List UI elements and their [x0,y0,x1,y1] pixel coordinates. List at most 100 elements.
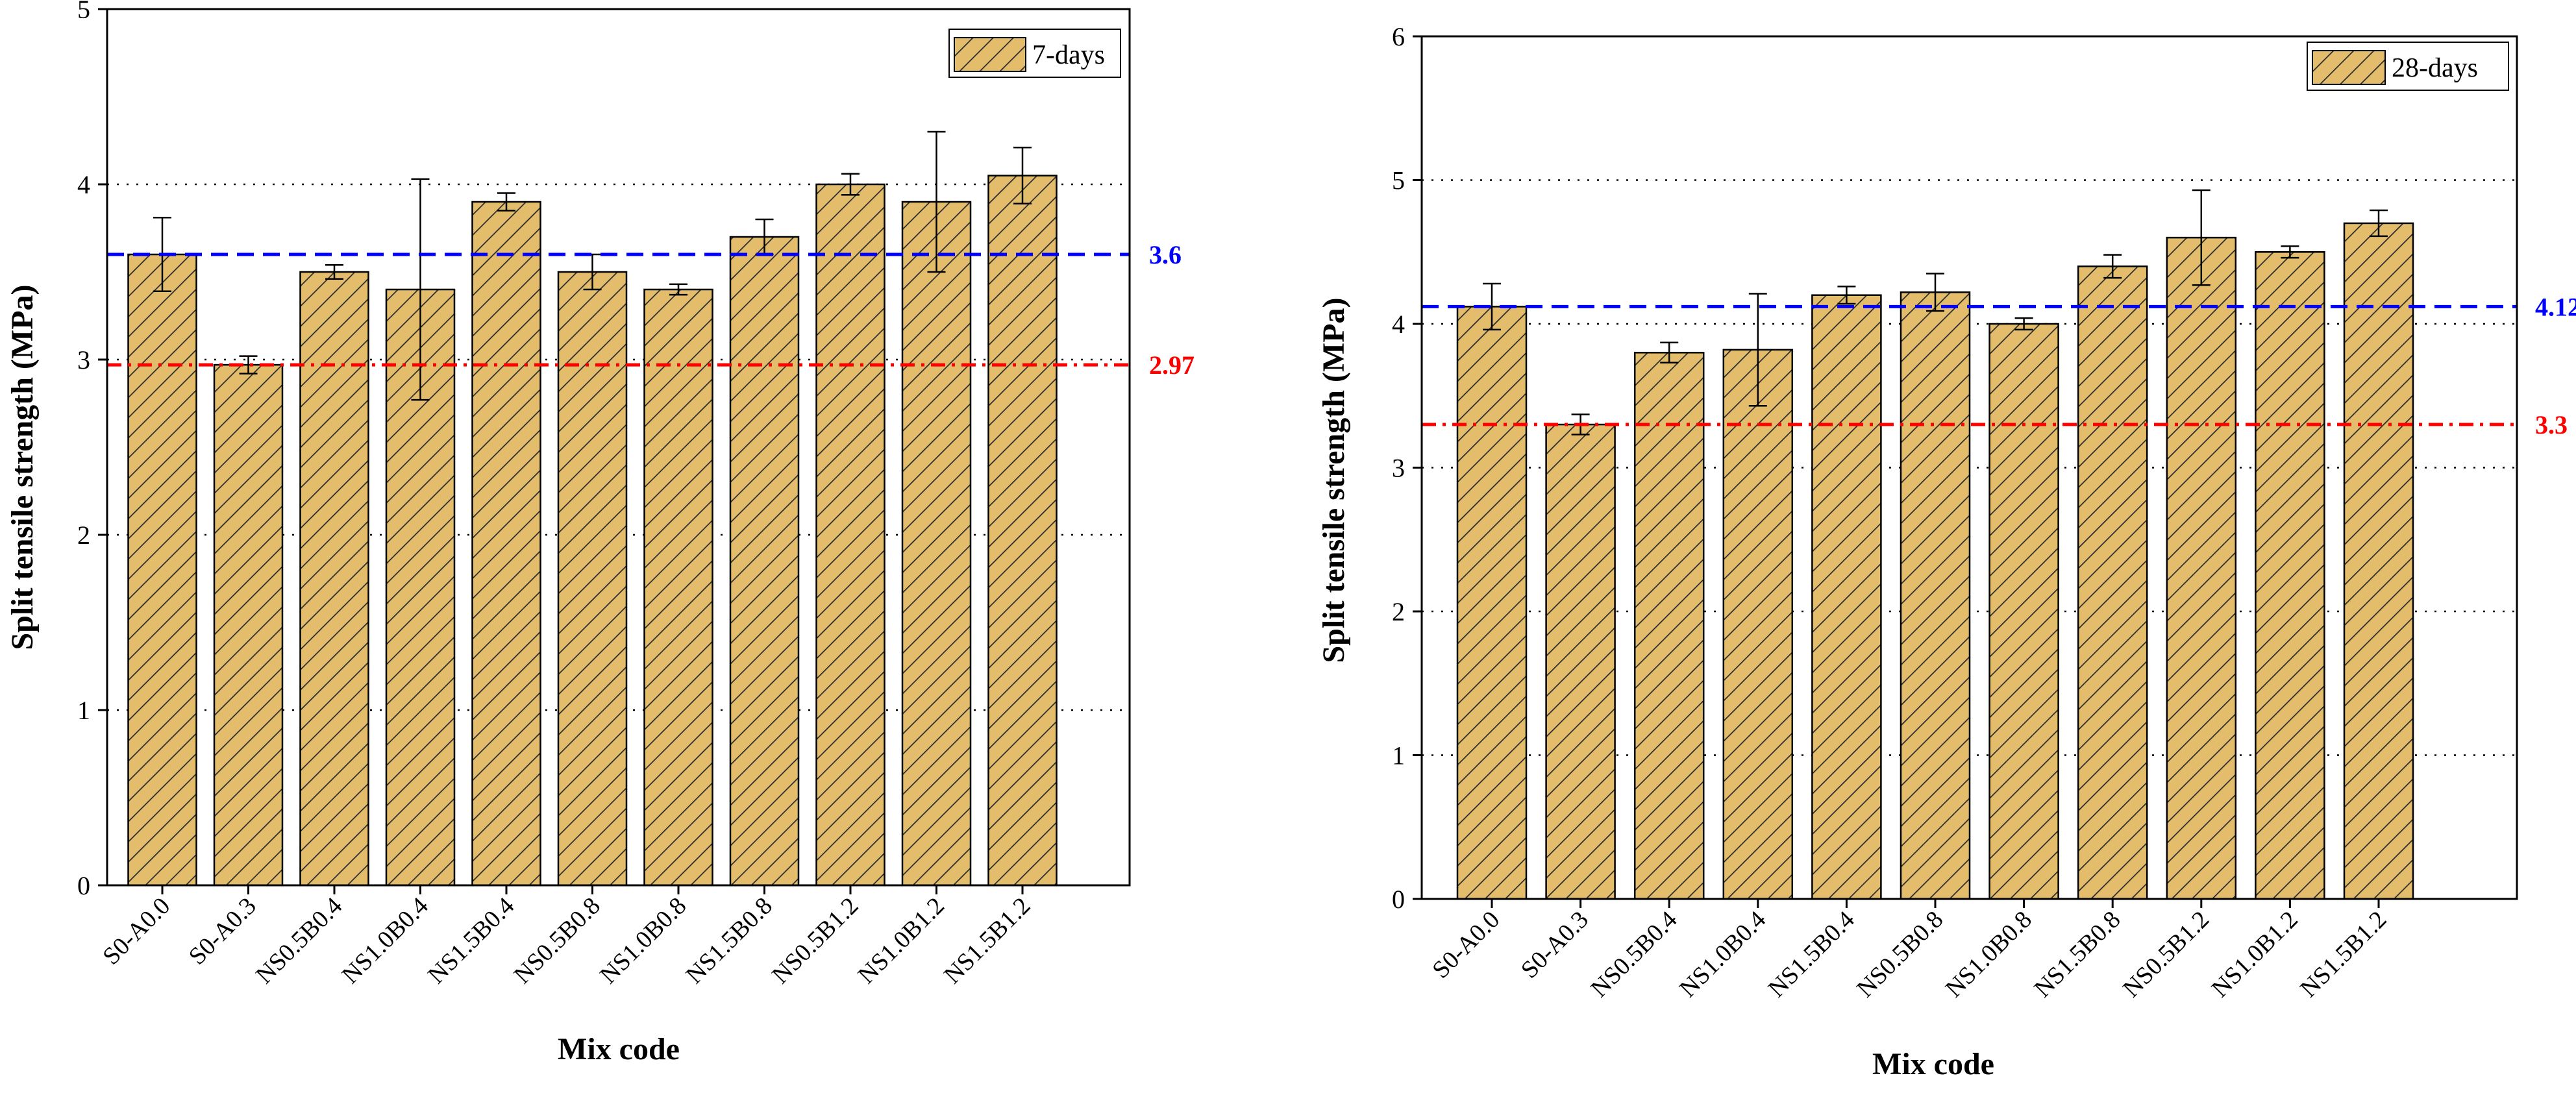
bar [2343,222,2414,900]
error-bar [669,283,687,296]
error-bar [239,355,258,375]
error-bars [1483,189,2388,436]
bar [1811,294,1882,900]
bar [213,363,284,887]
legend-swatch [954,37,1026,72]
x-tick-label: NS1.5B0.4 [1763,906,1860,1003]
x-tick-label: NS0.5B0.4 [1585,906,1682,1003]
bar [1722,349,1794,900]
x-tick-label: NS1.0B1.2 [2207,906,2303,1003]
x-tick-label: NS0.5B0.8 [1852,906,1948,1003]
y-tick-label: 3 [1392,454,1405,483]
y-axis-title: Split tensile strength (MPa) [5,284,40,650]
x-tick-label: NS1.0B0.4 [1674,906,1771,1003]
bar [1545,423,1616,900]
error-bar [325,264,343,280]
x-tick-label: NS0.5B0.8 [509,892,606,989]
bar [2077,265,2148,900]
x-axis-title: Mix code [1872,1047,1994,1081]
error-bar [1483,282,1501,331]
legend: 7-days [948,29,1121,78]
legend-label: 7-days [1032,40,1105,70]
y-tick-label: 1 [77,696,90,725]
bars [1456,222,2414,900]
error-bar [497,192,515,212]
error-bar [1837,286,1856,305]
bar [127,253,197,887]
error-bar [1748,293,1767,407]
bar [2255,251,2325,900]
bar [643,288,713,887]
error-bar [927,130,946,273]
reference-lines: 4.12 3.3 [1422,292,2576,439]
error-bar [1926,273,1944,312]
bar [901,201,972,887]
x-tick-label: NS1.0B0.8 [1940,906,2037,1003]
y-tick-labels: 0 1 2 3 4 5 6 [1392,22,1422,914]
reference-line-label: 2.97 [1149,350,1195,380]
error-bar [411,178,430,401]
x-tick-label: NS1.5B0.4 [423,892,519,989]
reference-line-label: 3.6 [1149,240,1182,269]
y-tick-label: 5 [1392,166,1405,195]
x-tick-label: NS1.5B0.8 [681,892,778,989]
x-tick-label: NS0.5B0.4 [251,892,347,989]
error-bars [153,130,1032,401]
error-bar [841,173,860,196]
x-tick-labels: S0-A0.0 S0-A0.3NS0.5B0.4NS1.0B0.4NS1.5B0.… [97,885,1035,989]
x-tick-label: S0-A0.3 [184,892,262,970]
x-tick-label: NS0.5B1.2 [767,892,863,989]
y-tick-label: 2 [77,521,90,550]
y-tick-labels: 0 1 2 3 4 5 [77,0,107,900]
reference-lines: 3.6 2.97 [107,240,1195,380]
x-tick-label: NS1.5B0.8 [2029,906,2125,1003]
bars [127,175,1058,887]
bar [815,183,886,887]
reference-line-label: 3.3 [2535,410,2568,439]
error-bar [2103,254,2122,279]
error-bar [2370,209,2388,238]
y-tick-label: 4 [1392,310,1405,339]
x-tick-label: NS0.5B1.2 [2118,906,2214,1003]
y-tick-label: 0 [1392,885,1405,914]
x-tick-label: NS1.0B0.8 [595,892,691,989]
y-tick-label: 3 [77,345,90,375]
x-tick-label: S0-A0.0 [1427,906,1505,984]
bar [1633,352,1705,900]
bar [471,201,541,887]
bar [557,271,628,887]
axes [106,8,1131,887]
reference-line-label: 4.12 [2535,292,2576,321]
error-bar [2192,189,2211,286]
y-tick-label: 2 [1392,597,1405,626]
bar [1900,291,1971,900]
x-tick-labels: S0-A0.0 S0-A0.3NS0.5B0.4NS1.0B0.4NS1.5B0.… [1427,899,2392,1003]
x-axis-title: Mix code [558,1032,680,1066]
error-bar [2281,245,2299,259]
bar [987,175,1058,887]
x-tick-label: S0-A0.3 [1516,906,1594,984]
legend-label: 28-days [2392,53,2478,83]
bar [2166,236,2237,900]
y-tick-label: 1 [1392,741,1405,770]
y-tick-label: 6 [1392,22,1405,51]
x-tick-label: S0-A0.0 [97,892,175,970]
bar [1988,323,2059,900]
y-axis-title: Split tensile strength (MPa) [1317,297,1351,663]
x-tick-label: NS1.0B1.2 [853,892,950,989]
x-tick-label: NS1.5B1.2 [2295,906,2392,1003]
bar [729,236,800,887]
error-bar [1013,147,1032,204]
y-tick-label: 5 [77,0,90,24]
y-tick-label: 0 [77,871,90,900]
x-tick-label: NS1.0B0.4 [337,892,434,989]
legend-swatch [2312,50,2386,85]
x-tick-label: NS1.5B1.2 [939,892,1035,989]
y-tick-label: 4 [77,170,90,199]
legend: 28-days [2307,42,2509,91]
plot-frame [106,8,1131,887]
error-bar [2014,317,2033,331]
